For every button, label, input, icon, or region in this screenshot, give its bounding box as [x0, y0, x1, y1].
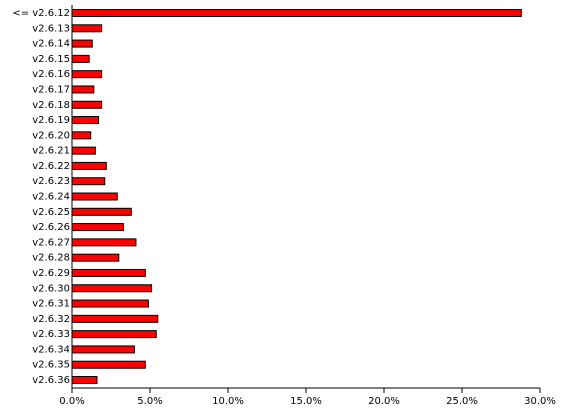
x-tick-label: 30.0%	[524, 396, 556, 407]
bar	[71, 376, 98, 384]
y-tick-label: v2.6.21	[32, 146, 70, 157]
bar	[71, 207, 132, 216]
bar	[71, 330, 157, 339]
y-tick-label: v2.6.13	[32, 23, 70, 34]
bar	[71, 116, 100, 125]
y-tick-label: v2.6.31	[32, 299, 70, 310]
y-tick-label: v2.6.14	[32, 39, 70, 50]
bar	[71, 161, 107, 170]
y-tick-label: v2.6.28	[32, 253, 70, 264]
bar	[71, 39, 93, 48]
bar	[71, 146, 96, 155]
y-tick-label: v2.6.15	[32, 54, 70, 65]
y-tick-label: v2.6.34	[32, 344, 70, 355]
y-tick-label: v2.6.22	[32, 161, 70, 172]
y-tick-label: <= v2.6.12	[12, 8, 70, 19]
bar	[71, 177, 106, 186]
bar	[71, 268, 146, 277]
y-tick-label: v2.6.30	[32, 283, 70, 294]
bar	[71, 360, 146, 369]
bar	[71, 238, 137, 247]
y-tick-label: v2.6.36	[32, 375, 70, 386]
y-tick-label: v2.6.23	[32, 176, 70, 187]
y-tick-label: v2.6.33	[32, 329, 70, 340]
y-tick-label: v2.6.24	[32, 192, 70, 203]
bar	[71, 54, 90, 63]
bar	[71, 24, 103, 33]
x-tick-label: 25.0%	[446, 396, 478, 407]
bar	[71, 70, 103, 79]
bar	[71, 9, 522, 17]
bar	[71, 314, 159, 323]
bar	[71, 85, 95, 94]
bar	[71, 131, 92, 140]
x-tick-label: 0.0%	[59, 396, 84, 407]
y-tick-label: v2.6.32	[32, 314, 70, 325]
y-tick-label: v2.6.19	[32, 115, 70, 126]
y-tick-label: v2.6.18	[32, 100, 70, 111]
bar	[71, 253, 120, 262]
x-tick-label: 20.0%	[368, 396, 400, 407]
x-tick-label: 5.0%	[137, 396, 162, 407]
x-tick-label: 15.0%	[290, 396, 322, 407]
x-tick-label: 10.0%	[212, 396, 244, 407]
bar	[71, 299, 149, 308]
bar	[71, 192, 118, 201]
y-tick-label: v2.6.16	[32, 69, 70, 80]
y-tick-label: v2.6.29	[32, 268, 70, 279]
y-tick-label: v2.6.26	[32, 222, 70, 233]
bar	[71, 100, 103, 109]
bar	[71, 223, 124, 232]
y-tick-label: v2.6.17	[32, 84, 70, 95]
y-tick-label: v2.6.20	[32, 130, 70, 141]
y-tick-label: v2.6.25	[32, 207, 70, 218]
y-tick-label: v2.6.27	[32, 237, 70, 248]
bar	[71, 345, 135, 354]
y-tick-label: v2.6.35	[32, 360, 70, 371]
bar	[71, 284, 153, 293]
